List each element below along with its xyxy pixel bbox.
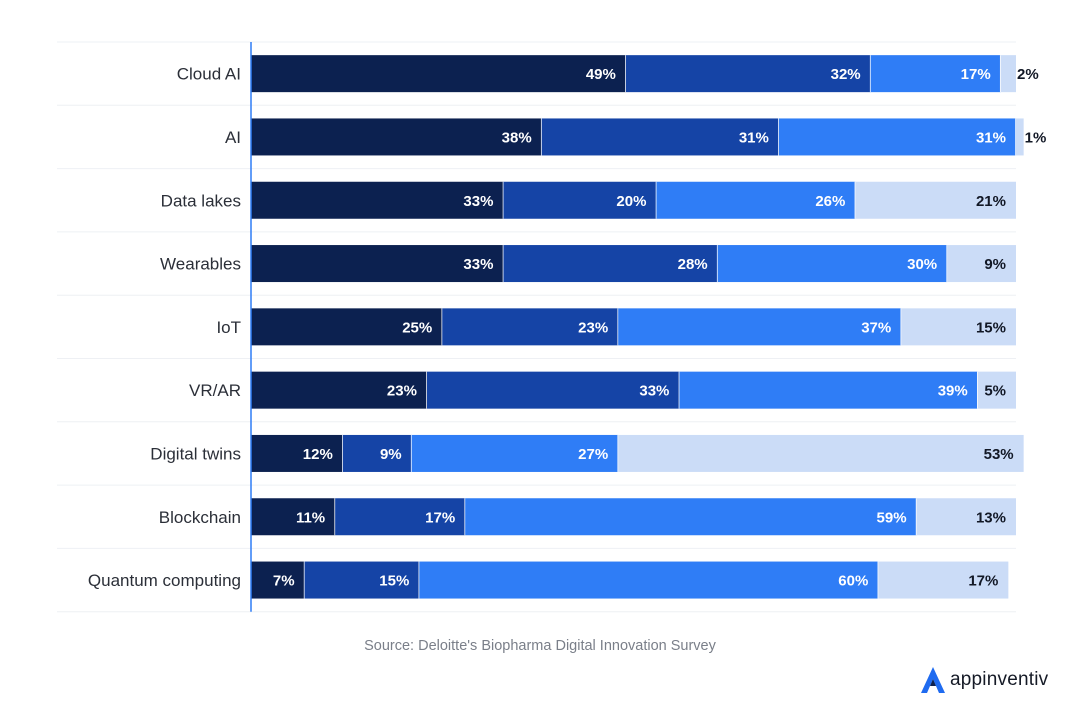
bar-segment — [855, 181, 1016, 219]
data-label: 2% — [1017, 66, 1039, 83]
data-label: 23% — [578, 319, 608, 336]
data-label: 20% — [616, 193, 646, 210]
bar-segment — [411, 434, 619, 472]
bar-segment — [465, 498, 917, 536]
data-label: 33% — [639, 383, 669, 400]
data-label: 15% — [379, 573, 409, 590]
category-label: AI — [225, 128, 241, 147]
bar-segment — [1016, 118, 1024, 156]
bar-segment — [625, 55, 871, 93]
data-label: 30% — [907, 256, 937, 273]
category-label: IoT — [216, 318, 241, 337]
data-label: 28% — [678, 256, 708, 273]
data-label: 11% — [296, 509, 325, 526]
data-label: 17% — [961, 66, 991, 83]
data-label: 31% — [976, 129, 1006, 146]
data-label: 21% — [976, 193, 1006, 210]
data-label: 26% — [815, 193, 845, 210]
bar-segment — [251, 308, 443, 346]
data-label: 13% — [976, 509, 1006, 526]
bar-segment — [426, 371, 680, 409]
bar-segment — [656, 181, 856, 219]
bar-segment — [419, 561, 879, 599]
stacked-bar-chart: Cloud AI 49% 32% 17% 2% AI 38% 31% 31% 1% Data lak… — [57, 41, 1047, 613]
bar-segment — [251, 181, 504, 219]
data-label: 7% — [273, 573, 295, 590]
bar-segment — [251, 561, 305, 599]
bar-segment — [977, 371, 1016, 409]
appinventiv-logo-icon — [921, 667, 945, 693]
source-note: Source: Deloitte's Biopharma Digital Inn… — [364, 638, 716, 654]
bar-segment — [251, 434, 343, 472]
data-label: 12% — [303, 446, 333, 463]
data-label: 23% — [387, 383, 417, 400]
brand-name: appinventiv — [950, 669, 1049, 690]
data-label: 17% — [968, 573, 998, 590]
category-label: Data lakes — [161, 191, 241, 210]
bar-segment — [251, 118, 542, 156]
category-label: Digital twins — [150, 444, 241, 463]
bar-segment — [1000, 55, 1016, 93]
data-label: 38% — [502, 129, 532, 146]
bar-segment — [251, 371, 427, 409]
bar-segment — [342, 434, 412, 472]
bar-segment — [335, 498, 466, 536]
data-label: 33% — [463, 256, 493, 273]
data-label: 17% — [425, 509, 455, 526]
category-label: Quantum computing — [88, 571, 241, 590]
bar-segment — [541, 118, 779, 156]
data-label: 25% — [402, 319, 432, 336]
bar-segment — [878, 561, 1009, 599]
bar-segment — [503, 181, 657, 219]
bar-segment — [870, 55, 1001, 93]
category-label: Wearables — [160, 255, 241, 274]
data-label: 59% — [877, 509, 907, 526]
brand-logo: appinventiv — [920, 664, 1048, 696]
data-label: 15% — [976, 319, 1006, 336]
bar-segment — [618, 434, 1024, 472]
bar-segment — [901, 308, 1016, 346]
bar-segment — [679, 371, 978, 409]
category-label: Blockchain — [159, 508, 241, 527]
data-label: 27% — [578, 446, 608, 463]
data-label: 49% — [586, 66, 616, 83]
category-label: VR/AR — [189, 381, 241, 400]
bar-segment — [717, 245, 948, 283]
data-label: 5% — [984, 383, 1006, 400]
category-label: Cloud AI — [177, 65, 241, 84]
data-label: 9% — [984, 256, 1006, 273]
data-label: 37% — [861, 319, 891, 336]
bar-segment — [916, 498, 1016, 536]
data-label: 53% — [984, 446, 1014, 463]
data-label: 1% — [1025, 129, 1047, 146]
bar-segment — [251, 55, 626, 93]
data-label: 9% — [380, 446, 402, 463]
bar-segment — [251, 498, 336, 536]
data-label: 32% — [831, 66, 861, 83]
bar-segment — [778, 118, 1016, 156]
data-label: 33% — [463, 193, 493, 210]
bar-segment — [947, 245, 1016, 283]
bar-segment — [618, 308, 902, 346]
bar-segment — [503, 245, 718, 283]
data-label: 60% — [838, 573, 868, 590]
bar-segment — [304, 561, 420, 599]
bar-segment — [251, 245, 504, 283]
bar-segment — [442, 308, 619, 346]
data-label: 31% — [739, 129, 769, 146]
data-label: 39% — [938, 383, 968, 400]
